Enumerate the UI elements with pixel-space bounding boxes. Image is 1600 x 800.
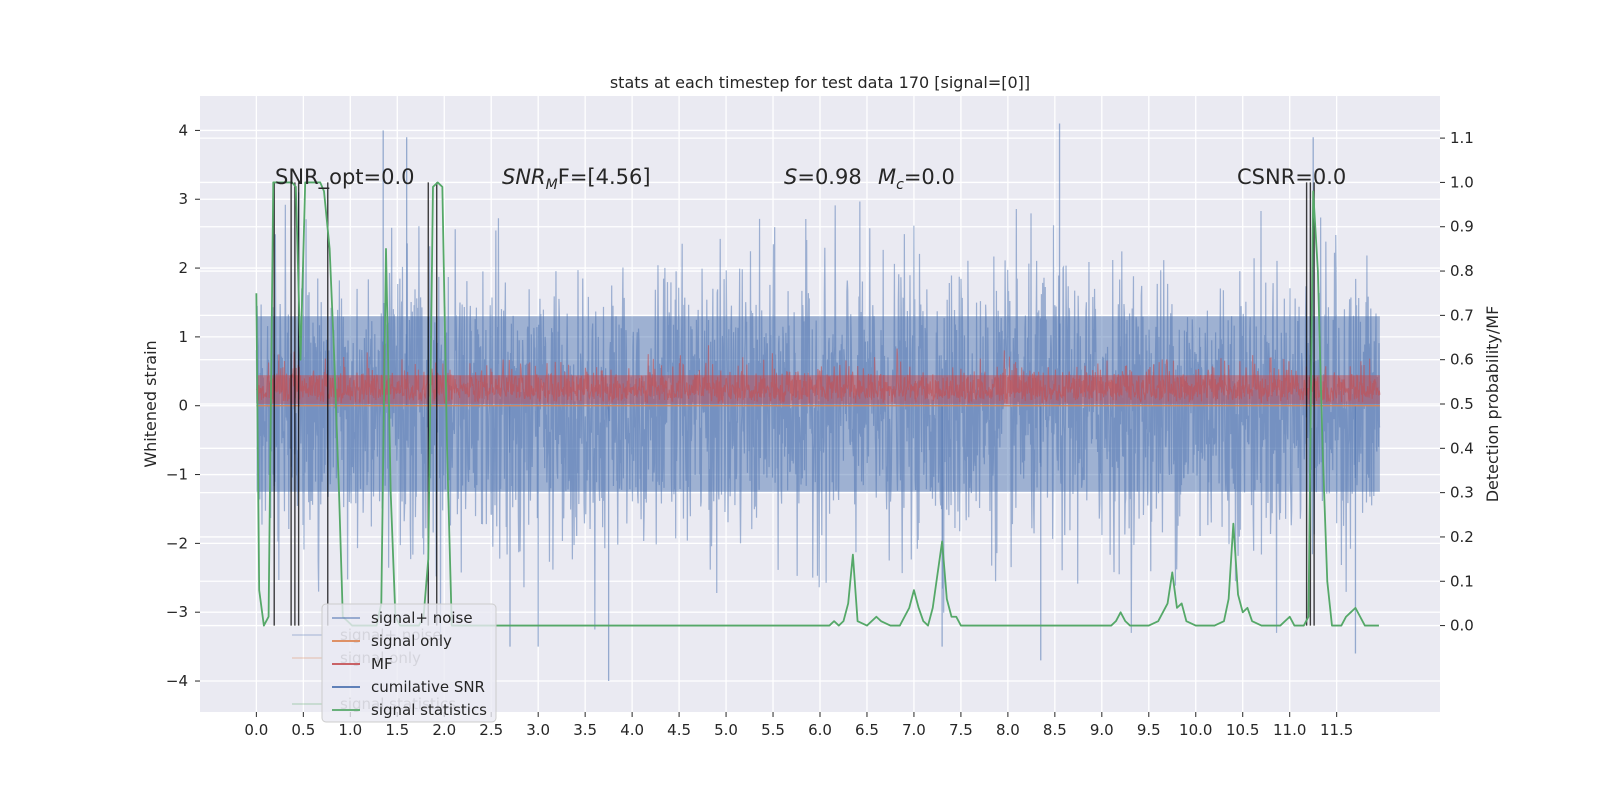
annotation-2: S=0.98 xyxy=(784,165,862,189)
chart-title: stats at each timestep for test data 170… xyxy=(610,73,1030,92)
mf-trace xyxy=(255,344,1381,404)
annotation-4: CSNR=0.0 xyxy=(1237,165,1346,189)
x-tick-label: 11.0 xyxy=(1273,721,1306,739)
x-tick-label: 2.5 xyxy=(479,721,503,739)
y2-tick-label: 0.2 xyxy=(1450,528,1474,546)
annotation-main: S xyxy=(784,165,797,189)
y2-tick-label: 0.5 xyxy=(1450,395,1474,413)
annotation-rest: =0.98 xyxy=(797,165,861,189)
y-tick-label: 0 xyxy=(178,397,188,415)
y2-tick-label: 0.6 xyxy=(1450,351,1474,369)
signal-noise-trace xyxy=(255,201,1381,633)
x-tick-label: 1.0 xyxy=(338,721,362,739)
x-tick-label: 1.5 xyxy=(385,721,409,739)
y2-tick-label: 0.7 xyxy=(1450,306,1474,324)
x-tick-label: 10.0 xyxy=(1179,721,1212,739)
x-tick-label: 10.5 xyxy=(1226,721,1259,739)
axes-layer: 0.0 0.5 1.0 1.5 2.0 2.5 3.0 3.5 4.0 4.5 5.0 5.5 6.0 6… xyxy=(166,121,1474,739)
legend-box xyxy=(321,603,497,723)
x-tick-label: 0.0 xyxy=(244,721,268,739)
y2-tick-label: 0.3 xyxy=(1450,484,1474,502)
x-tick-label: 9.0 xyxy=(1090,721,1114,739)
annotation-main: M xyxy=(878,165,896,189)
x-tick-label: 5.5 xyxy=(761,721,785,739)
x-tick-label: 0.5 xyxy=(291,721,315,739)
y2-tick-label: 1.1 xyxy=(1450,129,1474,147)
x-tick-label: 7.5 xyxy=(949,721,973,739)
annotations: SNR_opt=0.0 SNRMF=[4.56] S=0.98 Mc=0.0 CSNR=… xyxy=(275,165,1346,193)
legend-label: signal+ noise xyxy=(371,609,473,627)
y2-tick-label: 0.4 xyxy=(1450,439,1474,457)
y2-tick-label: 1.0 xyxy=(1450,173,1474,191)
y-tick-label: −3 xyxy=(166,603,188,621)
annotation-rest: =0.0 xyxy=(904,165,955,189)
annotation-0: SNR_opt=0.0 xyxy=(275,165,415,190)
y-tick-label: 4 xyxy=(178,121,188,139)
x-tick-label: 7.0 xyxy=(902,721,926,739)
x-tick-label: 6.0 xyxy=(808,721,832,739)
plot-layer xyxy=(255,123,1381,682)
y2-tick-label: 0.0 xyxy=(1450,617,1474,635)
x-tick-label: 4.0 xyxy=(620,721,644,739)
y2-tick-label: 0.8 xyxy=(1450,262,1474,280)
y-tick-label: −2 xyxy=(166,534,188,552)
annotation-1: SNRMF=[4.56] xyxy=(502,165,651,193)
annotation-rest: F=[4.56] xyxy=(558,165,651,189)
y-tick-label: 2 xyxy=(178,259,188,277)
x-tick-label: 3.5 xyxy=(573,721,597,739)
annotation-sub: M xyxy=(546,177,558,193)
x-tick-label: 3.0 xyxy=(526,721,550,739)
y2-tick-label: 0.1 xyxy=(1450,572,1474,590)
y-tick-label: −4 xyxy=(166,672,188,690)
legend-label: signal only xyxy=(371,632,452,650)
x-tick-label: 5.0 xyxy=(714,721,738,739)
x-tick-label: 6.5 xyxy=(855,721,879,739)
x-tick-label: 8.0 xyxy=(996,721,1020,739)
x-tick-label: 8.5 xyxy=(1043,721,1067,739)
x-tick-label: 9.5 xyxy=(1137,721,1161,739)
y2-axis-label: Detection probability/MF xyxy=(1483,306,1502,503)
x-tick-label: 11.5 xyxy=(1320,721,1353,739)
y-axis-label: Whitened strain xyxy=(141,340,160,467)
y2-tick-label: 0.9 xyxy=(1450,218,1474,236)
y-tick-label: 1 xyxy=(178,328,188,346)
legend-label: MF xyxy=(371,655,393,673)
annotation-sub: c xyxy=(896,177,904,193)
legend-label: signal statistics xyxy=(371,701,487,719)
y-tick-label: −1 xyxy=(166,466,188,484)
annotation-main: SNR xyxy=(502,165,546,189)
series-mf xyxy=(255,344,1381,404)
legend-label: cumilative SNR xyxy=(371,678,485,696)
legend: signal+ noise signal only signal statistic… xyxy=(292,603,497,723)
annotation-3: Mc=0.0 xyxy=(878,165,955,193)
x-tick-label: 4.5 xyxy=(667,721,691,739)
x-tick-label: 2.0 xyxy=(432,721,456,739)
y-tick-label: 3 xyxy=(178,190,188,208)
